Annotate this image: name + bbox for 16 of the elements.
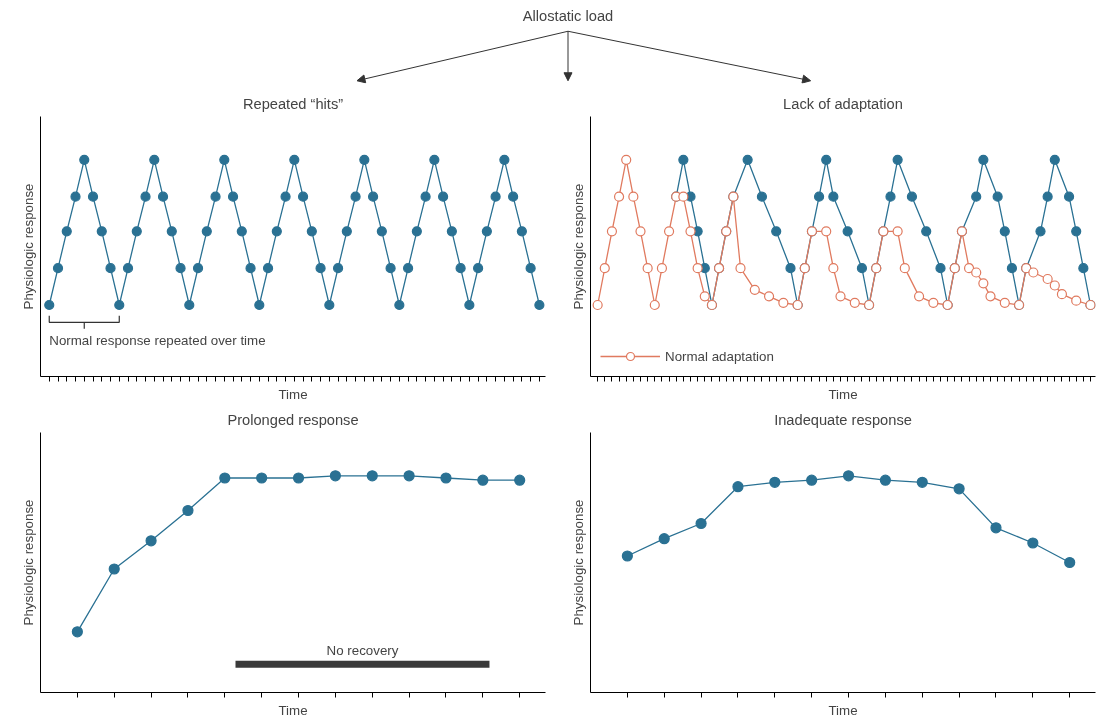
x-axis-title: Time (278, 386, 308, 402)
x-axis-title: Time (828, 386, 858, 402)
y-axis-title: Physiologic response (20, 183, 36, 310)
chart-title: Lack of adaptation (783, 95, 903, 112)
y-axis-title: Physiologic response (570, 183, 586, 310)
y-axis-title: Physiologic response (20, 499, 36, 626)
y-axis-title: Physiologic response (570, 499, 586, 626)
chart-title: Prolonged response (227, 411, 359, 428)
chart-title: Repeated “hits” (242, 95, 344, 112)
chart-title: Inadequate response (774, 411, 912, 428)
x-axis-title: Time (828, 702, 858, 718)
annotation: Normal response repeated over time (49, 333, 266, 349)
text: Allostatic load (522, 7, 614, 24)
ref-line-label: No recovery (326, 642, 399, 658)
x-axis-title: Time (278, 702, 308, 718)
legend-label: Normal adaptation (665, 348, 774, 364)
